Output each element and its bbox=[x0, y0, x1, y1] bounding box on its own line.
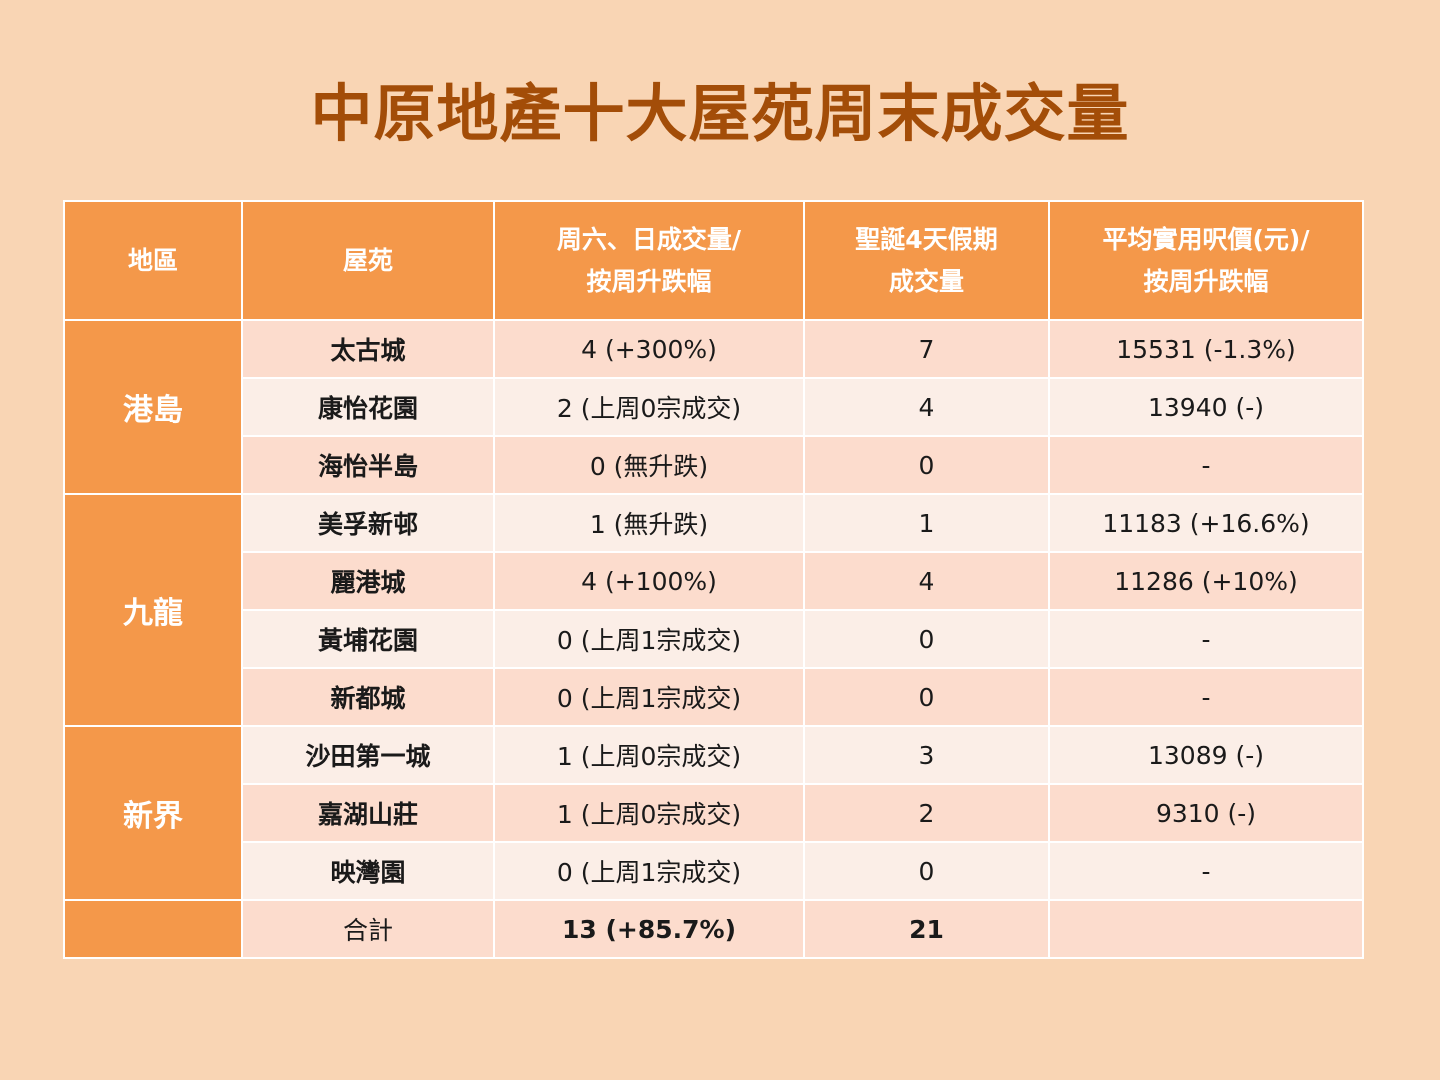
avg-price: - bbox=[1048, 667, 1364, 727]
estate-name: 康怡花園 bbox=[241, 377, 495, 437]
holiday-volume: 2 bbox=[803, 783, 1050, 843]
holiday-volume: 4 bbox=[803, 377, 1050, 437]
header-weekend-volume: 周六、日成交量/ 按周升跌幅 bbox=[493, 200, 805, 321]
table-row: 麗港城 4 (+100%) 4 11286 (+10%) bbox=[64, 551, 1364, 611]
avg-price: - bbox=[1048, 609, 1364, 669]
header-holiday-line2: 成交量 bbox=[888, 266, 964, 296]
avg-price: 13940 (-) bbox=[1048, 377, 1364, 437]
holiday-volume: 0 bbox=[803, 667, 1050, 727]
estate-name: 黃埔花園 bbox=[241, 609, 495, 669]
avg-price: 13089 (-) bbox=[1048, 725, 1364, 785]
page-title: 中原地產十大屋苑周末成交量 bbox=[310, 77, 1130, 150]
header-price-line1: 平均實用呎價(元)/ bbox=[1102, 224, 1310, 254]
table-row: 新都城 0 (上周1宗成交) 0 - bbox=[64, 667, 1364, 727]
total-holiday-volume: 21 bbox=[803, 899, 1050, 959]
avg-price: 9310 (-) bbox=[1048, 783, 1364, 843]
avg-price: 11183 (+16.6%) bbox=[1048, 493, 1364, 553]
region-new-territories: 新界 bbox=[63, 725, 243, 901]
weekend-volume: 4 (+300%) bbox=[493, 319, 805, 379]
header-weekend-line1: 周六、日成交量/ bbox=[556, 224, 742, 254]
weekend-volume: 0 (上周1宗成交) bbox=[493, 609, 805, 669]
header-holiday-line1: 聖誕4天假期 bbox=[855, 224, 998, 254]
region-hk-island: 港島 bbox=[63, 319, 243, 495]
holiday-volume: 3 bbox=[803, 725, 1050, 785]
holiday-volume: 1 bbox=[803, 493, 1050, 553]
weekend-volume: 0 (無升跌) bbox=[493, 435, 805, 495]
table-row: 海怡半島 0 (無升跌) 0 - bbox=[64, 435, 1364, 495]
estate-name: 嘉湖山莊 bbox=[241, 783, 495, 843]
avg-price: - bbox=[1048, 841, 1364, 901]
holiday-volume: 4 bbox=[803, 551, 1050, 611]
estate-name: 沙田第一城 bbox=[241, 725, 495, 785]
holiday-volume: 0 bbox=[803, 841, 1050, 901]
estate-name: 太古城 bbox=[241, 319, 495, 379]
estate-name: 海怡半島 bbox=[241, 435, 495, 495]
avg-price: - bbox=[1048, 435, 1364, 495]
holiday-volume: 0 bbox=[803, 435, 1050, 495]
holiday-volume: 0 bbox=[803, 609, 1050, 669]
total-row: 合計 13 (+85.7%) 21 bbox=[63, 899, 1364, 959]
total-weekend-volume: 13 (+85.7%) bbox=[493, 899, 805, 959]
total-region-blank bbox=[63, 899, 243, 959]
avg-price: 15531 (-1.3%) bbox=[1048, 319, 1364, 379]
estate-name: 美孚新邨 bbox=[241, 493, 495, 553]
weekend-volume: 2 (上周0宗成交) bbox=[493, 377, 805, 437]
header-estate: 屋苑 bbox=[241, 200, 495, 321]
weekend-volume: 1 (上周0宗成交) bbox=[493, 783, 805, 843]
table-row: 新界 沙田第一城 1 (上周0宗成交) 3 13089 (-) bbox=[63, 725, 1364, 901]
total-label: 合計 bbox=[241, 899, 495, 959]
transactions-table: 地區 屋苑 周六、日成交量/ 按周升跌幅 聖誕4天假期 成交量 平均實用呎價(元… bbox=[63, 200, 1364, 959]
weekend-volume: 0 (上周1宗成交) bbox=[493, 667, 805, 727]
table-row: 映灣園 0 (上周1宗成交) 0 - bbox=[64, 841, 1364, 901]
avg-price: 11286 (+10%) bbox=[1048, 551, 1364, 611]
weekend-volume: 4 (+100%) bbox=[493, 551, 805, 611]
table-row: 港島 太古城 4 (+300%) 7 15531 (-1.3%) bbox=[63, 319, 1364, 495]
table-row: 康怡花園 2 (上周0宗成交) 4 13940 (-) bbox=[64, 377, 1364, 437]
total-avg-price bbox=[1048, 899, 1364, 959]
header-avg-price: 平均實用呎價(元)/ 按周升跌幅 bbox=[1048, 200, 1364, 321]
table-row: 九龍 美孚新邨 1 (無升跌) 1 11183 (+16.6%) bbox=[63, 493, 1364, 727]
estate-name: 麗港城 bbox=[241, 551, 495, 611]
header-weekend-line2: 按周升跌幅 bbox=[586, 266, 712, 296]
table-header-row: 地區 屋苑 周六、日成交量/ 按周升跌幅 聖誕4天假期 成交量 平均實用呎價(元… bbox=[63, 200, 1364, 321]
weekend-volume: 1 (無升跌) bbox=[493, 493, 805, 553]
table-row: 黃埔花園 0 (上周1宗成交) 0 - bbox=[64, 609, 1364, 669]
table-row: 嘉湖山莊 1 (上周0宗成交) 2 9310 (-) bbox=[64, 783, 1364, 843]
region-kowloon: 九龍 bbox=[63, 493, 243, 727]
header-holiday-volume: 聖誕4天假期 成交量 bbox=[803, 200, 1050, 321]
header-price-line2: 按周升跌幅 bbox=[1143, 266, 1269, 296]
weekend-volume: 0 (上周1宗成交) bbox=[493, 841, 805, 901]
holiday-volume: 7 bbox=[803, 319, 1050, 379]
header-region: 地區 bbox=[63, 200, 243, 321]
weekend-volume: 1 (上周0宗成交) bbox=[493, 725, 805, 785]
estate-name: 新都城 bbox=[241, 667, 495, 727]
estate-name: 映灣園 bbox=[241, 841, 495, 901]
